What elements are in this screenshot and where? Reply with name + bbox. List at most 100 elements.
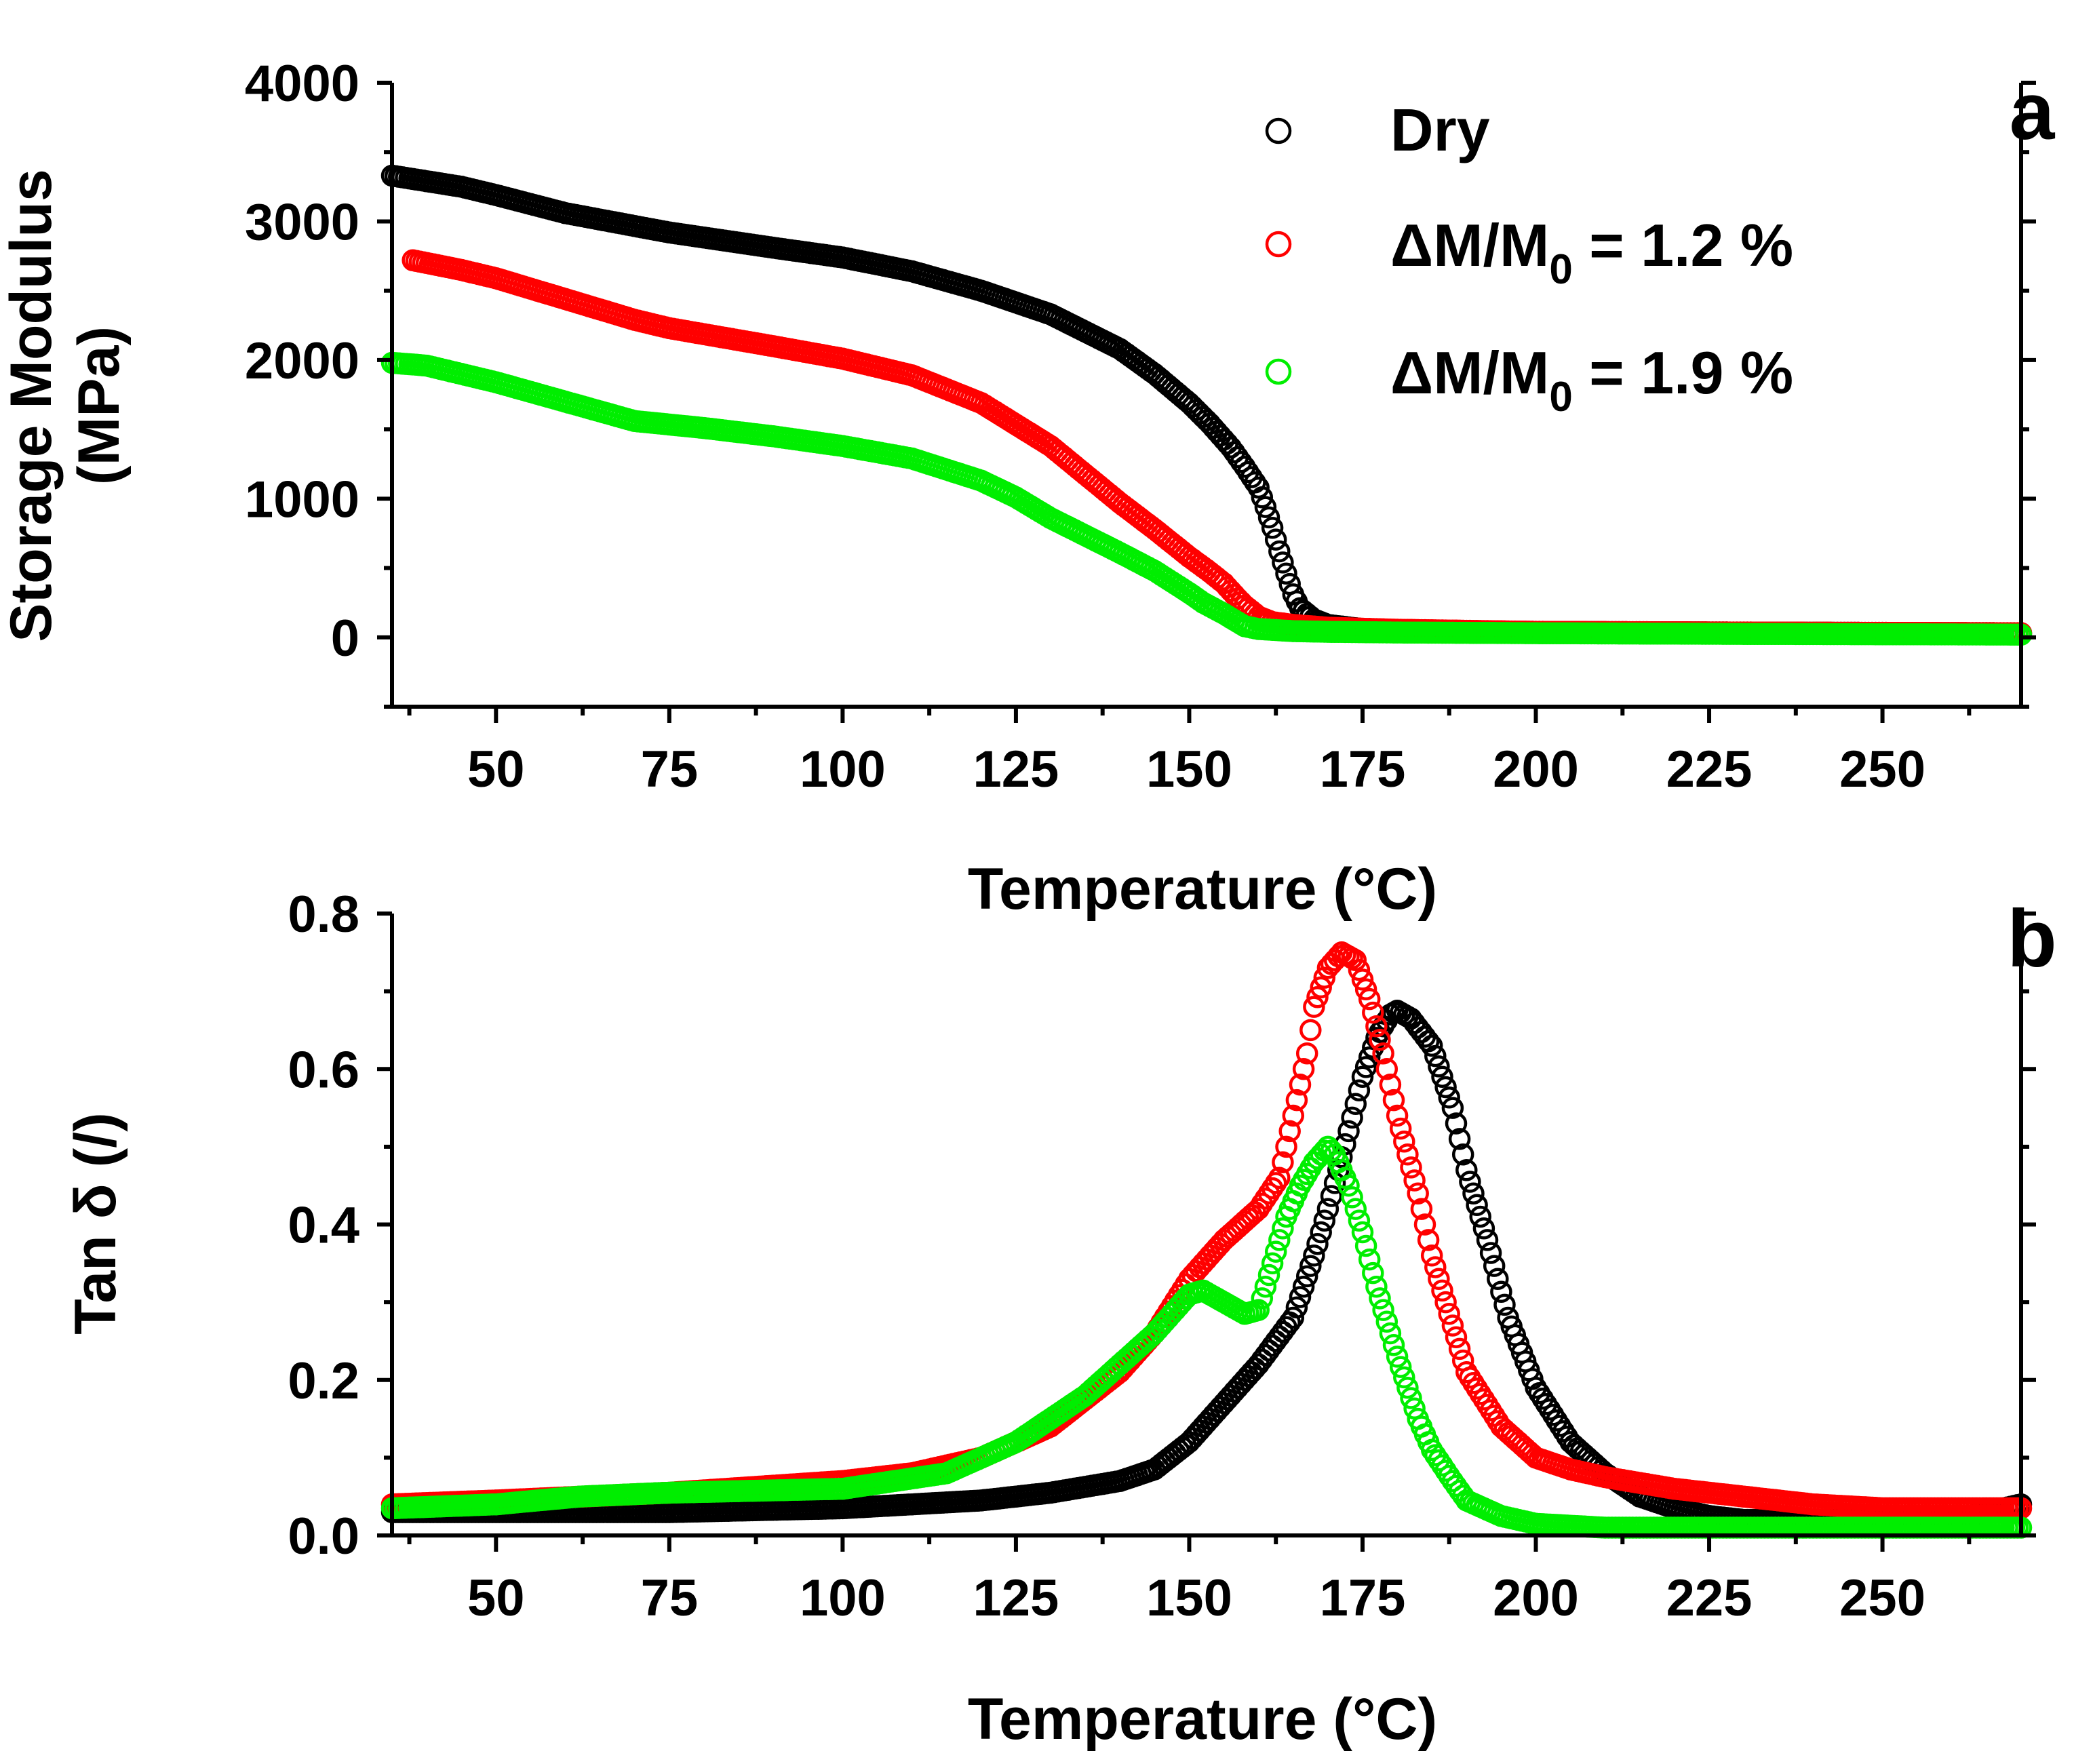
panel-letter-a: a [2010,66,2056,157]
tan-delta-point-wet12 [1389,1117,1412,1140]
tan-delta-point-wet19 [1372,1299,1394,1321]
tan-delta-point-dry [1341,1106,1363,1129]
storage-modulus-point-dry [1257,506,1280,529]
tan-delta-point-wet12 [1428,1268,1450,1290]
tan-delta-axes: 50 75 100 125 150 175 200 225 250 0.0 0.2 0.4 0.6 0.8 [288,886,2036,1627]
legend-marker-wet12 [1265,231,1292,258]
tan-delta-chart: 50 75 100 125 150 175 200 225 250 0.0 0.2 0.4 0.6 0.8… [63,886,2057,1752]
tan-delta-point-wet19 [1365,1275,1388,1298]
tan-delta-point-dry [1476,1229,1499,1251]
tan-delta-point-dry [1285,1296,1308,1319]
tan-delta-point-wet12 [1289,1073,1312,1096]
legend-wet19-subscript: 0 [1549,374,1572,420]
tan-delta-point-wet19 [1341,1186,1363,1209]
storage-modulus-y-title-line1: Storage Modulus [0,169,64,642]
legend-wet12-prefix: ΔM/M [1390,212,1549,279]
storage-modulus-chart: 50 75 100 125 150 175 200 225 250 0 1000 2000 3000 40… [0,55,2056,922]
tan-delta-point-wet12 [1369,1029,1391,1051]
tan-delta-point-wet12 [1358,987,1381,1011]
tan-delta-point-dry [1434,1076,1457,1099]
tan-delta-point-dry [1354,1056,1377,1078]
tan-delta-point-dry [1462,1182,1485,1204]
tan-delta-point-wet12 [1431,1279,1453,1302]
storage-modulus-y-title-line2: (MPa) [66,326,132,485]
storage-modulus-series-layer [380,164,2033,646]
tan-delta-point-wet19 [1247,1299,1270,1321]
storage-modulus-x-tick-label: 225 [1666,741,1753,798]
tan-delta-point-wet12 [1365,1015,1388,1038]
tan-delta-x-tick-label: 75 [641,1569,699,1627]
tan-delta-point-wet12 [1407,1182,1429,1204]
tan-delta-point-wet12 [1272,1151,1294,1174]
tan-delta-point-wet19 [1400,1387,1422,1409]
tan-delta-point-dry [1431,1065,1453,1088]
tan-delta-point-wet12 [1354,978,1377,1001]
tan-delta-point-wet12 [1445,1326,1468,1348]
tan-delta-point-wet12 [1292,1058,1315,1080]
tan-delta-point-wet12 [1396,1143,1419,1166]
tan-delta-point-dry [1438,1086,1460,1109]
storage-modulus-point-dry [1251,486,1274,509]
storage-modulus-x-tick-label: 100 [800,741,886,798]
tan-delta-point-wet12 [1434,1291,1457,1314]
storage-modulus-point-dry [1275,562,1297,585]
storage-modulus-y-tick-label: 2000 [245,332,359,390]
storage-modulus-x-tick-label: 250 [1839,741,1925,798]
tan-delta-point-wet19 [1254,1275,1277,1298]
tan-delta-x-tick-label: 225 [1666,1569,1753,1627]
storage-modulus-x-title: Temperature (°C) [968,857,1437,922]
tan-delta-point-dry [1310,1221,1332,1244]
storage-modulus-x-tick-label: 200 [1493,741,1579,798]
storage-modulus-point-dry [1247,476,1270,499]
storage-modulus-y-tick-label: 0 [331,610,359,667]
tan-delta-point-wet12 [1285,1089,1308,1112]
tan-delta-point-wet19 [1393,1366,1415,1389]
tan-delta-point-dry [1295,1265,1318,1288]
tan-delta-point-dry [1351,1065,1374,1088]
tan-delta-point-wet12 [1303,996,1325,1018]
storage-modulus-x-tick-label: 75 [641,741,699,798]
tan-delta-point-wet12 [1424,1256,1447,1278]
legend-wet12-subscript: 0 [1549,246,1572,293]
tan-delta-point-wet19 [1382,1333,1405,1356]
tan-delta-point-wet12 [1441,1314,1464,1337]
tan-delta-point-dry [1299,1255,1322,1277]
tan-delta-point-dry [1490,1280,1512,1304]
tan-delta-x-tick-label: 200 [1493,1569,1579,1627]
tan-delta-point-dry [1455,1159,1478,1181]
tan-delta-y-tick-label: 0.2 [288,1352,359,1410]
tan-delta-point-wet12 [1382,1089,1405,1112]
tan-delta-x-tick-label: 175 [1320,1569,1406,1627]
tan-delta-y-tick-label: 0.6 [288,1041,359,1099]
tan-delta-point-dry [1479,1242,1502,1264]
tan-delta-x-title: Temperature (°C) [968,1687,1437,1752]
tan-delta-point-dry [1320,1185,1343,1207]
legend-wet19-prefix: ΔM/M [1390,339,1549,406]
tan-delta-point-wet19 [1313,1139,1336,1162]
tan-delta-point-dry [1472,1217,1495,1240]
tan-delta-series-layer [380,941,2033,1539]
tan-delta-point-wet12 [1362,1001,1384,1024]
tan-delta-point-wet19 [1337,1174,1360,1197]
tan-delta-point-wet12 [1295,1042,1318,1065]
tan-delta-point-wet12 [1420,1244,1443,1267]
tan-delta-point-dry [1303,1244,1325,1267]
tan-delta-point-wet19 [1261,1252,1284,1275]
tan-delta-point-dry [1441,1097,1464,1119]
legend: Dry ΔM/M0 = 1.2 % ΔM/M0 = 1.9 % [1265,96,1793,420]
tan-delta-point-wet12 [1410,1198,1433,1220]
tan-delta-point-wet12 [1344,949,1367,972]
tan-delta-point-dry [1493,1293,1516,1316]
tan-delta-point-dry [1445,1112,1468,1135]
tan-delta-point-dry [1313,1209,1336,1232]
tan-delta-point-wet19 [1358,1248,1381,1271]
tan-delta-point-wet12 [1393,1130,1415,1153]
tan-delta-point-dry [1323,1172,1346,1194]
tan-delta-point-dry [1451,1143,1474,1166]
storage-modulus-y-tick-label: 3000 [245,193,359,251]
legend-wet19-suffix: = 1.9 % [1573,339,1793,406]
tan-delta-x-tick-label: 50 [467,1569,525,1627]
tan-delta-point-wet19 [1264,1240,1287,1263]
tan-delta-point-wet19 [1257,1263,1280,1287]
